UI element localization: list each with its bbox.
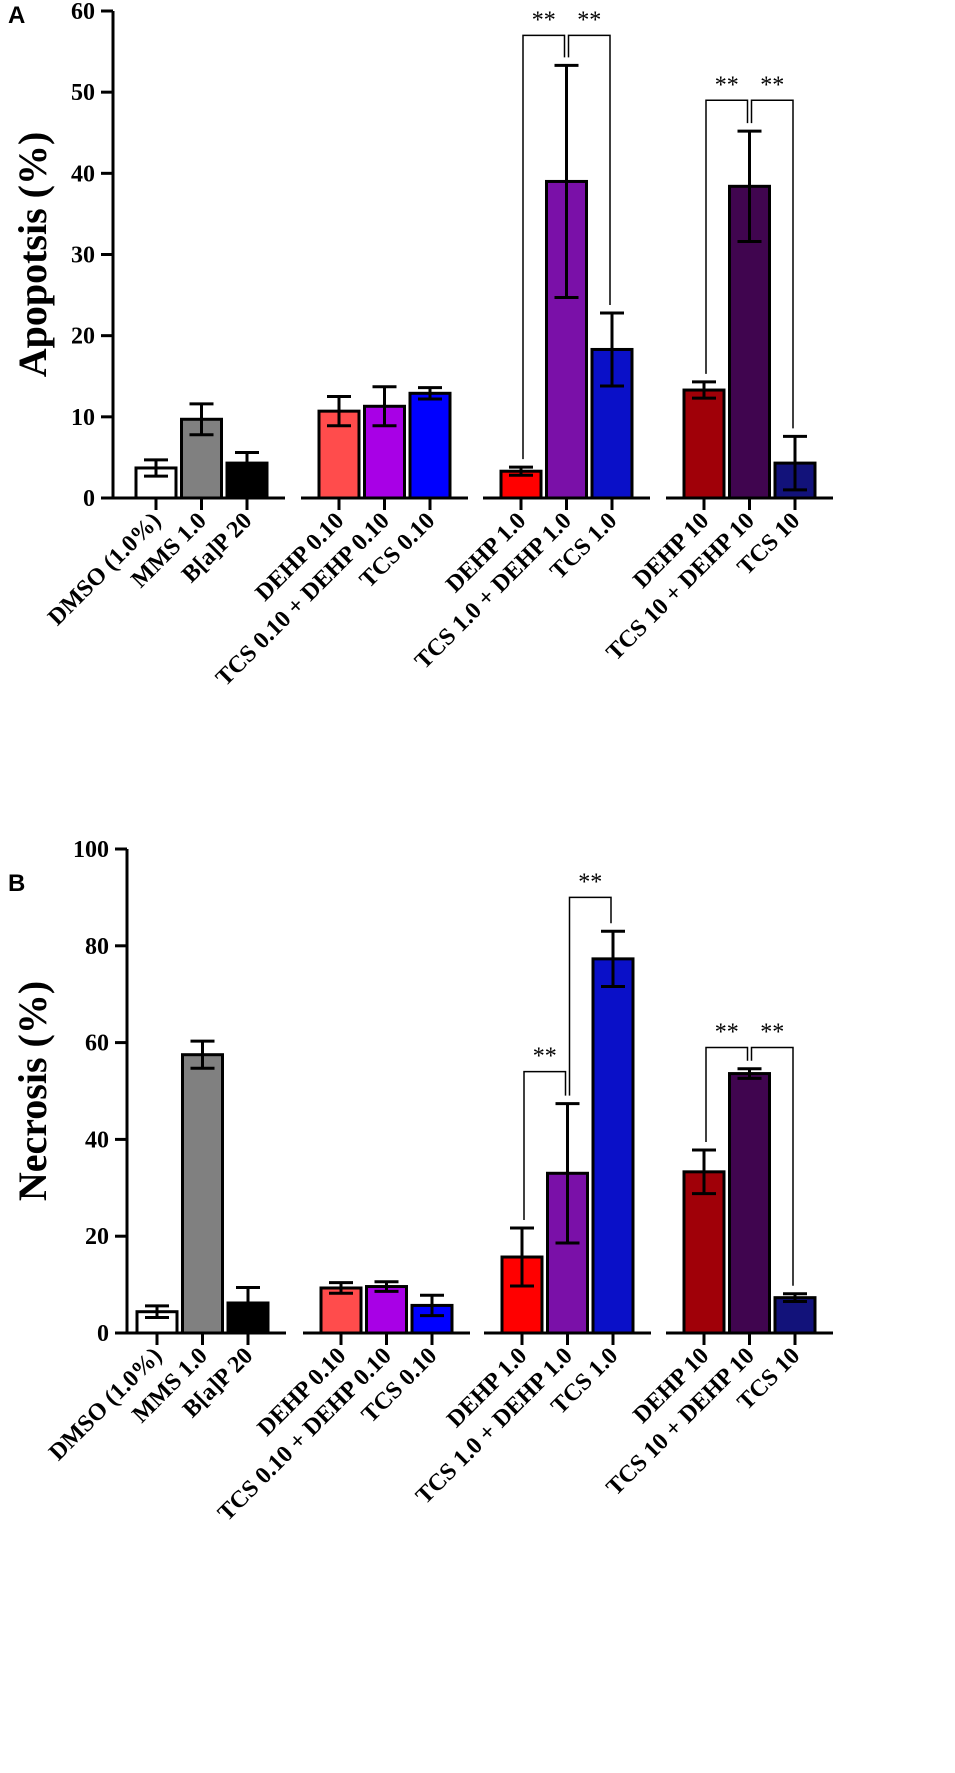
y-tick-label: 20: [85, 1224, 109, 1250]
significance-bracket: [750, 1046, 794, 1286]
bar: [682, 388, 726, 500]
panel-a: A 0 10 20 30 40 50 60 Apopotsis (%) DMSO (1.0%) M…: [0, 0, 955, 870]
y-tick-label: 60: [71, 0, 95, 25]
y-axis-label: Apopotsis (%): [10, 132, 55, 378]
y-tick-label: 40: [85, 1127, 109, 1153]
significance-bracket: [705, 1046, 749, 1143]
significance-label: **: [715, 72, 739, 98]
panel-b: B 0 20 40 60 80 100 Necrosis (%) DMSO (1.0%) MMS…: [0, 837, 955, 1773]
bar: [682, 1170, 726, 1335]
significance-label: **: [760, 72, 784, 98]
significance-bracket: [522, 34, 566, 460]
bar: [408, 391, 452, 500]
significance-bracket: [705, 99, 749, 374]
significance-label: **: [532, 7, 556, 33]
bar: [773, 1296, 817, 1335]
significance-bracket: [568, 896, 612, 1096]
significance-label: **: [760, 1019, 784, 1045]
y-tick-label: 0: [97, 1321, 109, 1347]
bar: [181, 1053, 224, 1335]
panel-label: B: [8, 870, 26, 897]
y-axis-label: Necrosis (%): [10, 981, 55, 1201]
y-tick-label: 40: [71, 161, 95, 187]
significance-label: **: [533, 1044, 557, 1070]
significance-label: **: [715, 1019, 739, 1045]
significance-bracket: [750, 99, 794, 429]
y-tick-label: 30: [71, 243, 95, 269]
significance-bracket: [567, 34, 611, 305]
y-tick-label: 10: [71, 405, 95, 431]
y-tick-label: 100: [73, 837, 109, 863]
bar: [365, 1285, 408, 1335]
significance-label: **: [578, 869, 602, 895]
y-tick-label: 60: [85, 1031, 109, 1057]
bar: [728, 1072, 771, 1335]
y-tick-label: 50: [71, 80, 95, 106]
significance-label: **: [577, 7, 601, 33]
y-tick-label: 20: [71, 324, 95, 350]
y-tick-label: 80: [85, 934, 109, 960]
y-tick-label: 0: [83, 486, 95, 512]
panel-label: A: [8, 2, 26, 29]
bar: [591, 957, 635, 1335]
significance-bracket: [523, 1070, 567, 1220]
